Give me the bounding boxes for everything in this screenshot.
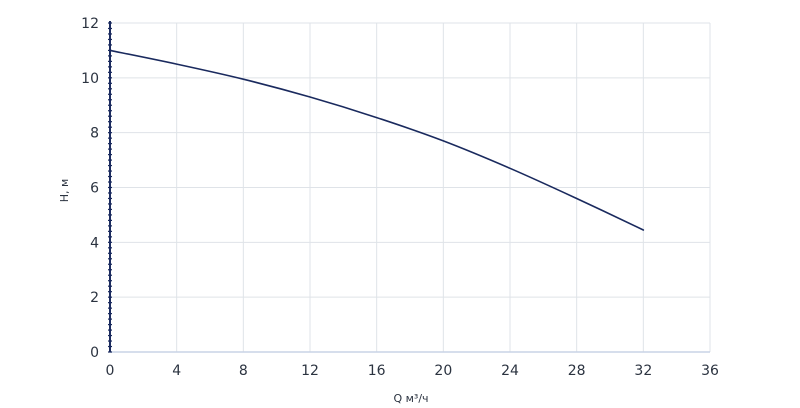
series-line xyxy=(109,49,645,231)
series-layer xyxy=(109,49,645,231)
y-tick-label: 12 xyxy=(81,16,99,32)
y-tick-label: 8 xyxy=(90,126,99,142)
grid xyxy=(110,22,711,352)
y-axis-title: H, м xyxy=(58,179,71,203)
x-tick-label: 12 xyxy=(301,363,319,379)
x-tick-label: 28 xyxy=(568,363,586,379)
y-tick-label: 6 xyxy=(90,181,99,197)
x-axis-title: Q м³/ч xyxy=(393,392,428,405)
axes xyxy=(108,21,710,353)
y-tick-label: 2 xyxy=(90,290,99,306)
x-tick-label: 24 xyxy=(501,363,519,379)
x-tick-label: 0 xyxy=(106,363,115,379)
x-tick-label: 8 xyxy=(239,363,248,379)
y-tick-label: 0 xyxy=(90,345,99,361)
x-tick-label: 16 xyxy=(368,363,386,379)
y-tick-label: 4 xyxy=(90,235,99,251)
y-tick-label: 10 xyxy=(81,71,99,87)
x-tick-label: 4 xyxy=(172,363,181,379)
x-tick-label: 36 xyxy=(701,363,719,379)
x-tick-label: 20 xyxy=(434,363,452,379)
x-tick-label: 32 xyxy=(634,363,652,379)
